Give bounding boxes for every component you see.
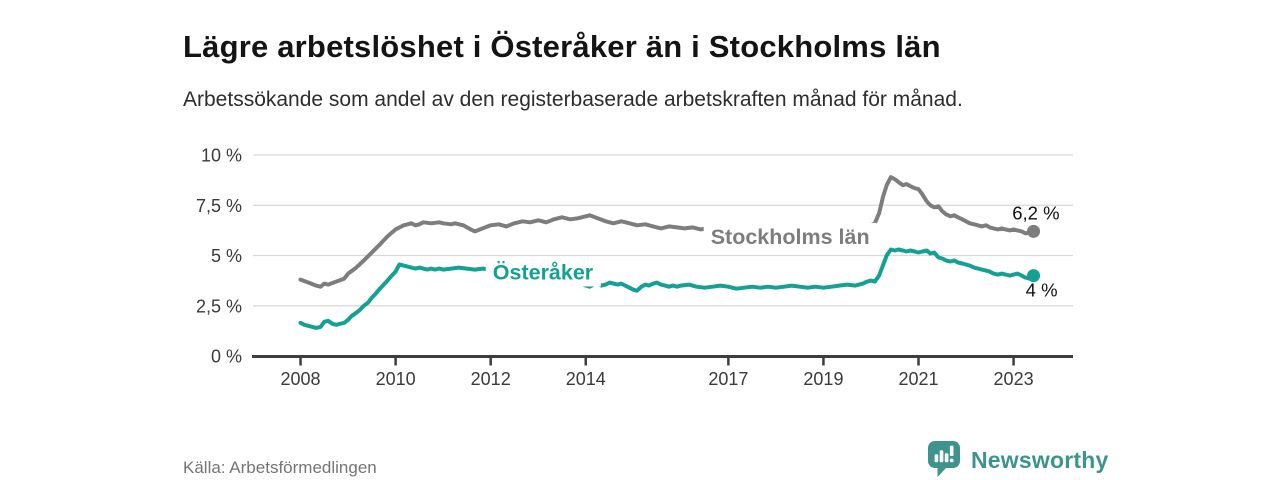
y-tick-label-0: 0 % [211,347,242,367]
x-tick-label-2019: 2019 [803,369,843,389]
y-tick-label-25: 2,5 % [196,296,242,316]
chart-subtitle: Arbetssökande som andel av den registerb… [183,88,963,111]
y-tick-label-10: 10 % [201,146,242,166]
x-tick-label-2021: 2021 [898,369,938,389]
y-tick-label-75: 7,5 % [196,196,242,216]
newsworthy-logo: Newsworthy [928,441,1108,479]
series-end-dot-1 [1027,269,1041,283]
series-line-1 [298,247,1036,330]
series-label-1: Österåker [493,259,594,284]
x-tick-label-2014: 2014 [566,369,606,389]
y-tick-label-5: 5 % [211,246,242,266]
brand-name: Newsworthy [971,446,1109,473]
page-title: Lägre arbetslöshet i Österåker än i Stoc… [183,28,941,64]
series-label-0: Stockholms län [711,225,870,249]
series-line-0 [298,175,1036,289]
x-tick-label-2017: 2017 [708,369,748,389]
series-end-label-0: 6,2 % [1012,202,1059,223]
bar-chart-bubble-icon [928,441,960,477]
series-label-mask-0 [703,222,877,251]
series-label-mask-1 [485,257,601,287]
series-end-label-1: 4 % [1026,280,1058,301]
x-tick-label-2008: 2008 [281,369,321,389]
x-tick-label-2010: 2010 [376,369,416,389]
source-note: Källa: Arbetsförmedlingen [183,458,377,477]
x-tick-label-2012: 2012 [471,369,511,389]
x-tick-label-2023: 2023 [994,369,1034,389]
series-end-dot-0 [1027,224,1041,238]
